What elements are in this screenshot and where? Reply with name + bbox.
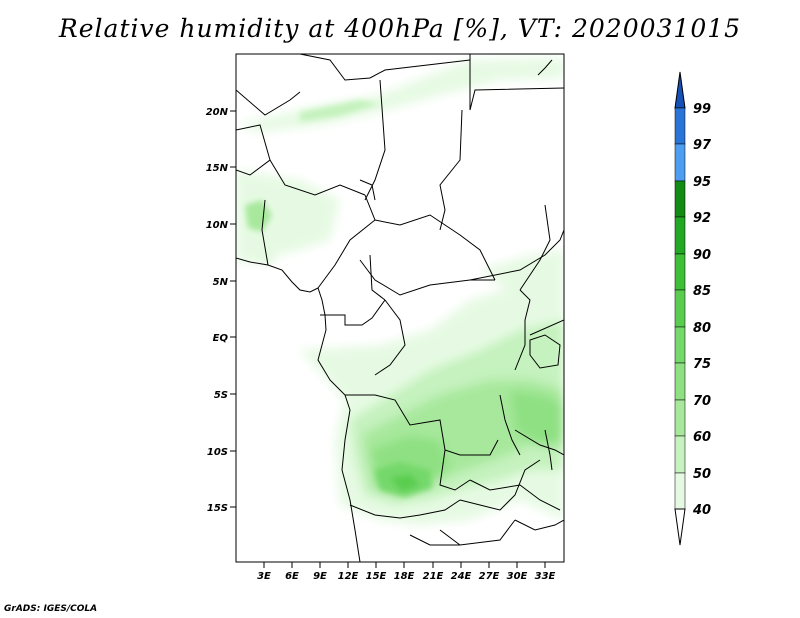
colorbar-label: 95: [693, 175, 711, 190]
border-chad-sudan: [439, 109, 463, 231]
colorbar-label: 99: [693, 102, 711, 117]
lon-label: 9E: [313, 571, 327, 582]
humidity-area-east: [480, 250, 564, 310]
colorbar-segment-75-80: [674, 326, 686, 364]
colorbar-segment-95-97: [674, 143, 686, 182]
border-car-drc: [369, 254, 386, 301]
colorbar-segment-92-95: [674, 180, 686, 218]
colorbar-label: 85: [693, 284, 711, 299]
colorbar-label: 60: [693, 430, 711, 445]
lon-label: 12E: [338, 571, 359, 582]
colorbar-segment-80-85: [674, 289, 686, 328]
humidity-area-75-east: [510, 390, 564, 445]
colorbar-segment-40-50: [674, 472, 686, 510]
lon-label: 24E: [451, 571, 472, 582]
colorbar-label: 80: [693, 321, 711, 336]
latitude-axis: 20N 15N 10N 5N EQ 5S 10S 15S: [206, 107, 236, 514]
lon-label: 21E: [423, 571, 444, 582]
colorbar-top-triangle: [674, 71, 686, 109]
border-tanzania-north: [529, 319, 564, 336]
longitude-axis: 3E 6E 9E 12E 15E 18E 21E 24E 27E 30E 33E: [257, 562, 556, 582]
colorbar: 99 97 95 92 90 85 80 75 70 60 50 40: [674, 71, 712, 546]
lon-label: 27E: [479, 571, 500, 582]
border-car-south: [359, 259, 495, 296]
border-congo: [320, 299, 386, 326]
colorbar-segment-50-60: [674, 435, 686, 474]
humidity-shading: [236, 58, 564, 525]
border-zambia-mozambique: [469, 479, 561, 511]
lat-label: 5N: [213, 277, 229, 288]
border-car-north: [374, 214, 496, 281]
lat-label: 5S: [214, 390, 228, 401]
lon-label: 15E: [366, 571, 387, 582]
humidity-area-westafrica-light: [236, 170, 340, 265]
colorbar-label: 70: [693, 394, 711, 409]
colorbar-label: 97: [693, 138, 712, 153]
colorbar-segment-60-70: [674, 399, 686, 437]
colorbar-label: 75: [693, 357, 711, 372]
border-egypt-sudan: [469, 54, 564, 111]
lon-label: 3E: [257, 571, 271, 582]
border-congo-drc: [374, 299, 406, 376]
lat-label: 20N: [206, 107, 229, 118]
humidity-core-sahara: [300, 100, 380, 122]
border-nigeria-cameroon: [317, 194, 376, 289]
colorbar-segment-97-99: [674, 107, 686, 145]
border-zimbabwe-moz: [514, 519, 564, 531]
border-tanzania-south: [514, 429, 564, 456]
country-borders: [236, 54, 564, 562]
colorbar-segment-70-75: [674, 362, 686, 401]
colorbar-segment-85-90: [674, 253, 686, 291]
border-drc-angola: [345, 394, 499, 456]
lat-label: 15N: [206, 163, 229, 174]
border-sudan-south-sudan: [469, 229, 564, 281]
border-eritrea-ethiopia: [537, 59, 553, 76]
humidity-core-west: [245, 200, 272, 232]
map-frame: [235, 53, 565, 563]
colorbar-label: 40: [692, 503, 711, 518]
border-namibia-botswana: [409, 534, 460, 546]
border-zambia-zimbabwe: [459, 459, 541, 511]
colorbar-label: 50: [693, 467, 711, 482]
border-niger-algeria: [236, 89, 301, 116]
lat-label: 10S: [207, 447, 228, 458]
lake-malawi: [544, 429, 553, 471]
lat-label: 10N: [206, 220, 229, 231]
lon-label: 33E: [535, 571, 556, 582]
colorbar-bottom-triangle: [674, 508, 686, 546]
lake-victoria: [529, 334, 561, 369]
border-benin-togo: [261, 199, 269, 266]
coastline-west-africa: [236, 257, 361, 562]
lon-label: 6E: [285, 571, 299, 582]
lake-tanganyika: [499, 394, 521, 456]
colorbar-label: 90: [693, 248, 711, 263]
border-botswana: [439, 519, 516, 546]
colorbar-segment-90-92: [674, 216, 686, 255]
colorbar-label: 92: [693, 211, 711, 226]
lake-chad: [359, 179, 376, 201]
border-drc-uganda: [514, 289, 531, 371]
humidity-core-85: [390, 474, 420, 492]
border-south-sudan-east: [519, 204, 551, 291]
lon-label: 30E: [507, 571, 528, 582]
lon-label: 18E: [394, 571, 415, 582]
map-title: Relative humidity at 400hPa [%], VT: 202…: [58, 14, 742, 43]
border-libya-chad: [299, 54, 471, 81]
border-niger-nigeria: [269, 159, 366, 196]
border-angola-zambia: [439, 449, 471, 491]
credit-text: GrADS: IGES/COLA: [4, 604, 98, 614]
border-angola-namibia: [349, 499, 461, 519]
border-chad-niger: [364, 79, 386, 201]
lat-label: EQ: [213, 333, 229, 344]
lat-label: 15S: [207, 503, 228, 514]
